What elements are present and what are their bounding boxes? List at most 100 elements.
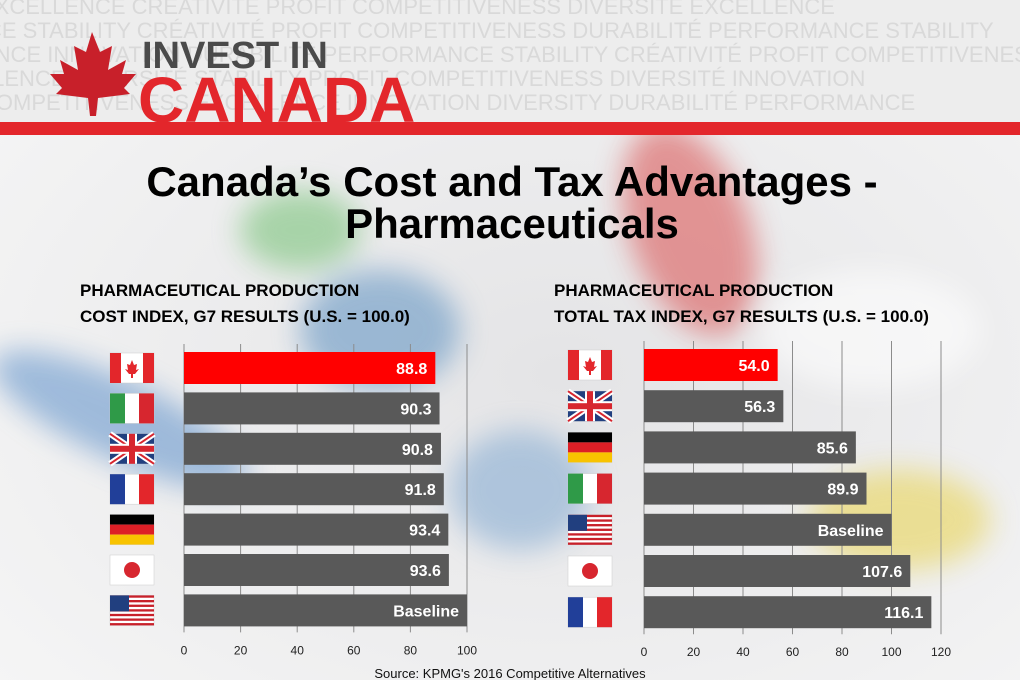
- flag-it: [567, 473, 613, 504]
- bar: [644, 431, 856, 464]
- x-tick-label: 80: [404, 643, 418, 657]
- flag-part: [110, 609, 154, 612]
- chart-title: TOTAL TAX INDEX, G7 RESULTS (U.S. = 100.…: [554, 307, 929, 326]
- value-label: 54.0: [739, 358, 770, 375]
- flag-part: [597, 473, 612, 504]
- x-tick-label: 60: [347, 643, 361, 657]
- value-label: Baseline: [818, 523, 884, 540]
- flag-ca: [567, 349, 613, 381]
- flag-us: [567, 514, 613, 546]
- flag-part: [568, 542, 612, 545]
- bar: [644, 349, 778, 381]
- value-label: 88.8: [396, 361, 427, 378]
- bar: [644, 513, 892, 546]
- flag-part: [139, 393, 154, 424]
- x-tick-label: 60: [786, 645, 800, 659]
- flag-part: [110, 600, 154, 603]
- x-tick-label: 80: [835, 645, 849, 659]
- value-label: 90.8: [402, 442, 433, 459]
- value-label: 93.6: [410, 563, 441, 580]
- flag-part: [568, 442, 612, 453]
- flag-part: [110, 534, 154, 545]
- bar: [184, 352, 436, 384]
- bar: [644, 390, 784, 423]
- bar: [644, 555, 911, 587]
- value-label: 93.4: [409, 523, 440, 540]
- bar: [644, 596, 932, 629]
- source: Source: KPMG's 2016 Competitive Alternat…: [374, 666, 646, 680]
- x-tick-label: 40: [736, 645, 750, 659]
- value-label: 90.3: [400, 401, 431, 418]
- flag-part: [110, 474, 125, 505]
- flag-fr: [567, 596, 613, 628]
- watermark-line: ENCE INNOVATION DURABILITÉ PERFORMANCE S…: [0, 42, 1020, 67]
- flag-sun: [124, 562, 140, 578]
- flag-part: [110, 613, 154, 617]
- chart-title: PHARMACEUTICAL PRODUCTION: [80, 281, 359, 300]
- x-tick-label: 0: [181, 643, 188, 657]
- flag-it: [109, 393, 155, 424]
- flag-part: [568, 519, 612, 522]
- flag-part: [110, 445, 154, 452]
- flag-part: [110, 393, 125, 424]
- flag-leaf: [583, 357, 597, 375]
- value-label: 116.1: [884, 605, 923, 622]
- flag-part: [110, 604, 154, 607]
- flag-leaf: [125, 360, 139, 378]
- flag-sun: [582, 563, 598, 579]
- flag-part: [110, 353, 121, 383]
- header-stripe: [0, 122, 1020, 135]
- x-tick-label: 120: [931, 645, 951, 659]
- flag-de: [109, 514, 155, 545]
- bar: [184, 473, 444, 506]
- bar: [184, 432, 441, 465]
- logo-line1: INVEST IN: [142, 35, 328, 77]
- bar: [184, 554, 449, 586]
- watermark-line: COMPETITIVENESS EXCELLENCE INNOVATION DI…: [0, 90, 915, 115]
- flag-uk: [108, 431, 156, 467]
- flag-part: [110, 524, 154, 535]
- x-tick-label: 100: [457, 643, 477, 657]
- flag-part: [143, 353, 154, 383]
- watermark-line: EXCELLENCE CRÉATIVITÉ PROFIT COMPETITIVE…: [0, 0, 835, 19]
- flag-part: [110, 618, 154, 621]
- flag-part: [597, 597, 612, 628]
- flag-part: [568, 597, 583, 628]
- flag-ca: [109, 352, 155, 384]
- flag-part: [110, 595, 129, 612]
- flag-de: [567, 432, 613, 463]
- flag-part: [568, 537, 612, 541]
- chart-title: COST INDEX, G7 RESULTS (U.S. = 100.0): [80, 307, 410, 326]
- x-tick-label: 20: [234, 643, 248, 657]
- flag-part: [110, 514, 154, 525]
- bar: [184, 594, 467, 627]
- flag-part: [568, 432, 612, 443]
- maple-leaf-logo: [50, 32, 136, 116]
- flag-part: [139, 474, 154, 505]
- header-band: [0, 0, 1020, 122]
- x-tick-label: 0: [641, 645, 648, 659]
- value-label: 89.9: [827, 482, 858, 499]
- watermark-line: EXCELLENCE DIVERSITÉ STABILITY PROFIT CO…: [0, 66, 865, 91]
- flag-part: [568, 514, 612, 518]
- flag-part: [568, 473, 583, 504]
- bar: [184, 392, 440, 425]
- flag-jp: [109, 554, 155, 586]
- chart-title: PHARMACEUTICAL PRODUCTION: [554, 281, 833, 300]
- value-label: 91.8: [405, 482, 436, 499]
- value-label: 56.3: [744, 399, 775, 416]
- bar: [644, 472, 867, 505]
- value-label: 107.6: [862, 564, 902, 581]
- flag-part: [568, 533, 612, 536]
- logo-line2: CANADA: [138, 64, 415, 136]
- flag-fr: [109, 473, 155, 505]
- flag-part: [568, 524, 612, 527]
- flag-part: [601, 350, 612, 380]
- flag-part: [110, 623, 154, 626]
- flag-jp: [567, 555, 613, 587]
- x-tick-label: 20: [687, 645, 701, 659]
- flag-part: [568, 528, 612, 531]
- flag-part: [568, 452, 612, 463]
- page-title: Canada’s Cost and Tax Advantages -: [146, 158, 877, 205]
